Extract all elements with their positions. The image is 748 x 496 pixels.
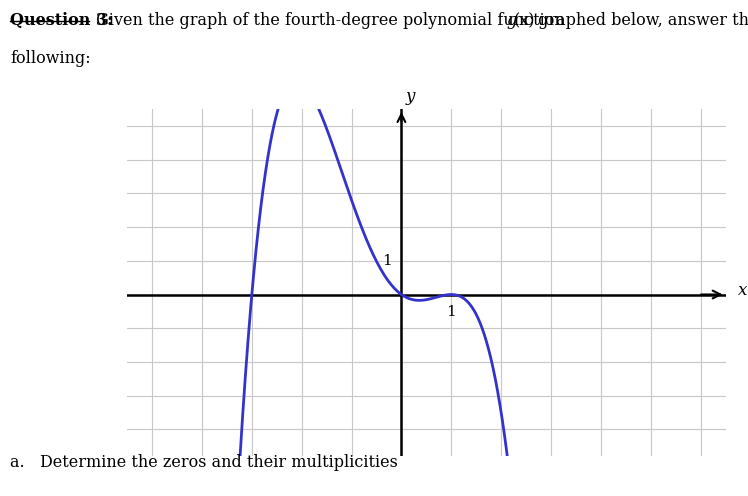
Text: a.   Determine the zeros and their multiplicities: a. Determine the zeros and their multipl…: [10, 454, 398, 471]
Text: 1: 1: [447, 306, 456, 319]
Text: following:: following:: [10, 50, 91, 66]
Text: Given the graph of the fourth-degree polynomial function: Given the graph of the fourth-degree pol…: [91, 12, 570, 29]
Text: g: g: [506, 12, 516, 29]
Text: x: x: [738, 282, 747, 299]
Text: (x): (x): [514, 12, 536, 29]
Text: Question 3:: Question 3:: [10, 12, 113, 29]
Text: y: y: [405, 88, 415, 105]
Text: graphed below, answer the: graphed below, answer the: [533, 12, 748, 29]
Text: 1: 1: [381, 254, 391, 268]
